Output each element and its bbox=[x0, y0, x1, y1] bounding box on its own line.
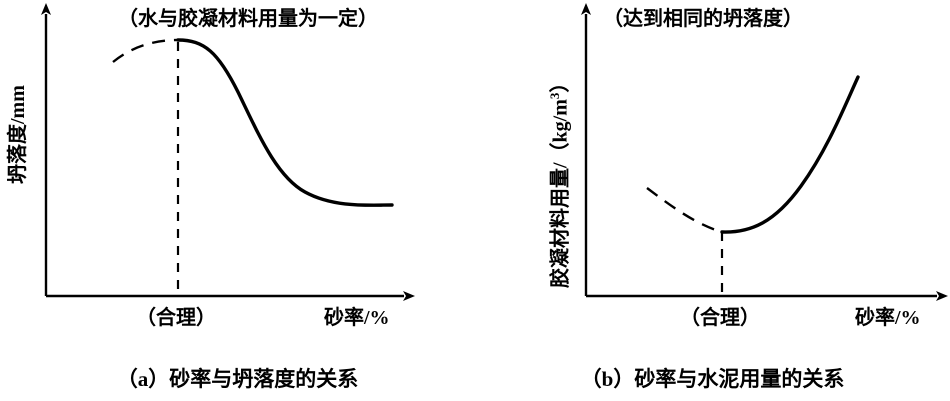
chart-a-y-axis-label: 坍落度/mm bbox=[7, 85, 29, 184]
chart-b-x-axis-label: 砂率/% bbox=[855, 307, 921, 329]
chart-b-y-axis-label: 胶凝材料用量/（kg/m3） bbox=[547, 72, 572, 288]
chart-a-caption: （a）砂率与坍落度的关系 bbox=[116, 367, 359, 391]
chart-a-optimum-tick-label: （合理） bbox=[136, 307, 216, 329]
chart-panel-b: （达到相同的坍落度） 胶凝材料用量/（kg/m3） （合理） 砂率/% （b）砂… bbox=[475, 0, 950, 401]
chart-a-graphic bbox=[41, 3, 415, 301]
chart-a-title: （水与胶凝材料用量为一定） bbox=[118, 8, 378, 30]
chart-b-y-axis-label-tail: ） bbox=[549, 72, 572, 93]
chart-b-y-axis-label-main: 胶凝材料用量/（kg/m bbox=[549, 99, 572, 288]
chart-b-graphic bbox=[581, 3, 948, 301]
curve-b-dashed-segment bbox=[646, 187, 723, 234]
chart-b-optimum-tick-label: （合理） bbox=[680, 307, 760, 329]
curve-a-solid-segment bbox=[176, 38, 394, 207]
curve-a-dashed-segment bbox=[112, 38, 179, 63]
chart-panel-a: （水与胶凝材料用量为一定） 坍落度/mm （合理） 砂率/% （a）砂率与坍落度… bbox=[7, 3, 415, 391]
chart-a-x-axis-label: 砂率/% bbox=[324, 307, 390, 329]
chart-b-y-axis-label-exponent: 3 bbox=[547, 92, 562, 100]
curve-b-solid-segment bbox=[720, 75, 860, 234]
chart-b-title: （达到相同的坍落度） bbox=[603, 8, 803, 30]
chart-b-caption: （b）砂率与水泥用量的关系 bbox=[580, 367, 845, 391]
